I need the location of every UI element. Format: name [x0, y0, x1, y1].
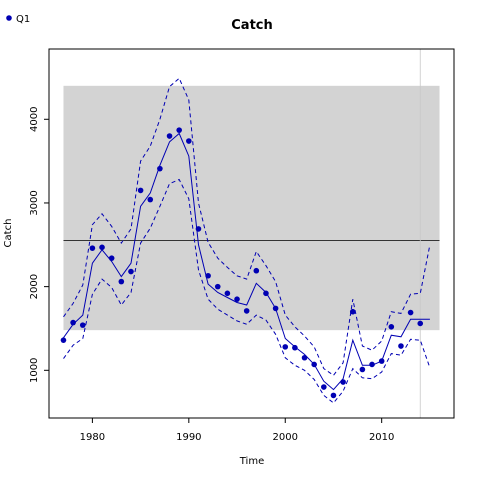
observation-point: [157, 165, 163, 172]
observation-point: [282, 344, 289, 350]
observation-point: [398, 343, 404, 349]
y-tick-label: 1000: [29, 358, 40, 383]
observation-point: [205, 272, 211, 279]
observation-point: [108, 255, 115, 261]
y-tick-label: 4000: [29, 107, 40, 132]
observation-point: [330, 392, 337, 399]
y-tick-label: 3000: [29, 190, 40, 215]
chart-title: Catch: [231, 18, 273, 33]
observation-point: [263, 290, 269, 297]
x-tick-label: 2000: [273, 432, 298, 443]
legend-marker-q1: [6, 15, 12, 21]
x-tick-label: 1980: [80, 432, 105, 443]
observation-point: [311, 361, 317, 368]
observation-point: [79, 322, 86, 328]
observation-point: [340, 379, 346, 385]
reference-band: [63, 85, 440, 331]
observation-point: [378, 358, 385, 364]
observation-point: [359, 366, 366, 373]
observation-point: [137, 187, 144, 194]
observation-point: [195, 226, 202, 232]
x-tick-label: 1990: [176, 432, 201, 443]
observation-point: [224, 290, 231, 297]
observation-point: [60, 337, 67, 343]
observation-point: [234, 296, 240, 302]
upper-bound-line: [63, 77, 431, 376]
y-tick-label: 2000: [29, 274, 40, 299]
observation-point: [388, 323, 395, 330]
observation-point: [128, 268, 134, 275]
observation-point: [166, 133, 173, 139]
observation-point: [214, 283, 221, 290]
observation-point: [417, 320, 424, 327]
x-axis-title: Time: [239, 456, 264, 467]
plot-border: [48, 48, 455, 419]
observation-point: [292, 344, 298, 351]
observation-point: [321, 384, 327, 390]
observation-point: [349, 308, 356, 315]
observation-point: [301, 354, 308, 361]
legend: Q1: [6, 14, 30, 25]
y-axis-title: Catch: [3, 219, 14, 248]
observation-point: [272, 305, 279, 312]
observation-point: [407, 309, 414, 316]
observation-point: [89, 245, 96, 251]
fit-line: [63, 132, 430, 391]
lower-bound-line: [63, 178, 431, 404]
observation-point: [176, 127, 182, 133]
observation-point: [147, 196, 154, 203]
x-tick-label: 2010: [369, 432, 394, 443]
observation-point: [70, 319, 76, 326]
observation-point: [369, 361, 375, 368]
observation-point: [99, 244, 105, 251]
observation-point: [118, 278, 125, 285]
legend-label-q1: Q1: [16, 14, 30, 25]
observation-point: [243, 308, 250, 314]
observation-point: [186, 138, 192, 144]
observation-point: [253, 267, 260, 274]
